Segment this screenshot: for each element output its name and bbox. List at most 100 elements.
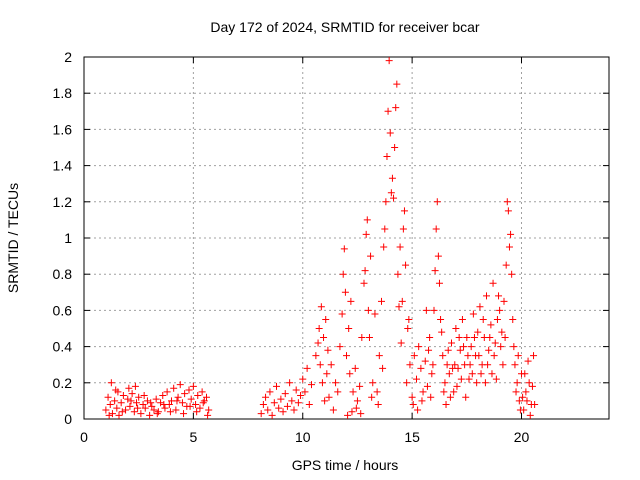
data-point [117, 399, 125, 407]
data-point [303, 364, 311, 372]
data-point [205, 406, 213, 414]
data-point [462, 393, 470, 401]
data-point [257, 410, 265, 418]
data-point [199, 399, 207, 407]
data-point [288, 397, 296, 405]
data-point [379, 364, 387, 372]
data-point [446, 393, 454, 401]
data-point [439, 352, 447, 360]
data-point [367, 252, 375, 260]
data-point [273, 382, 280, 390]
data-point [395, 303, 403, 311]
data-point [140, 391, 148, 399]
data-point [500, 297, 508, 305]
data-point [501, 334, 509, 342]
data-point [176, 381, 184, 389]
data-point [159, 391, 167, 399]
data-point [392, 104, 400, 112]
data-point [321, 397, 329, 405]
data-point [492, 375, 500, 383]
data-point [178, 399, 186, 407]
data-point [507, 230, 515, 238]
data-point [180, 410, 188, 418]
data-point [399, 225, 407, 233]
data-point [301, 388, 309, 396]
data-point [451, 361, 459, 369]
data-point [102, 406, 110, 414]
data-point [430, 306, 438, 314]
data-point [150, 406, 158, 414]
x-axis-label: GPS time / hours [292, 457, 399, 473]
data-point [406, 361, 414, 369]
data-point [514, 352, 522, 360]
data-point [107, 379, 115, 387]
data-point [527, 401, 535, 409]
data-point [356, 382, 364, 390]
data-point [477, 370, 485, 378]
data-point [318, 379, 326, 387]
data-point [398, 297, 406, 305]
data-point [528, 382, 536, 390]
data-point [368, 393, 376, 401]
data-point [131, 382, 139, 390]
data-point [327, 361, 335, 369]
data-point [343, 352, 350, 360]
data-point [381, 225, 389, 233]
y-tick-label: 0.4 [53, 339, 73, 355]
data-point [466, 361, 474, 369]
data-point [502, 261, 510, 269]
data-point [421, 357, 429, 365]
data-point [106, 401, 114, 409]
data-point [185, 386, 193, 394]
data-point [361, 267, 369, 275]
data-point [519, 393, 527, 401]
data-point [292, 386, 300, 394]
data-point [526, 411, 534, 419]
y-axis-label: SRMTID / TECUs [5, 183, 21, 293]
data-point [339, 270, 347, 278]
data-point [385, 57, 393, 65]
data-point [425, 346, 433, 354]
data-point [397, 339, 405, 347]
data-point [505, 243, 513, 251]
data-point [476, 303, 484, 311]
data-point [134, 404, 142, 412]
data-point [154, 408, 162, 416]
data-point [320, 334, 328, 342]
data-point [450, 388, 458, 396]
y-tick-label: 1.6 [53, 121, 73, 137]
data-point [135, 393, 143, 401]
y-tick-label: 1.8 [53, 85, 73, 101]
data-point [203, 393, 210, 401]
data-point [115, 411, 123, 419]
data-point [323, 370, 331, 378]
data-point [193, 408, 201, 416]
data-point [374, 401, 382, 409]
data-point [157, 399, 165, 407]
y-tick-labels: 0 0.2 0.4 0.6 0.8 1 1.2 1.4 1.6 1.8 2 [53, 49, 73, 427]
data-point [456, 346, 464, 354]
data-point [452, 325, 460, 332]
data-point [432, 225, 440, 233]
data-point [417, 364, 425, 372]
data-point [275, 404, 283, 412]
data-point [173, 397, 181, 405]
data-point [513, 379, 521, 387]
data-point [357, 410, 365, 418]
data-point [387, 189, 395, 197]
data-point [189, 382, 197, 390]
data-point [264, 406, 272, 414]
data-points [102, 57, 539, 419]
y-tick-label: 0.2 [53, 375, 73, 391]
data-point [349, 388, 357, 396]
data-point [479, 315, 487, 323]
data-point [475, 352, 483, 360]
data-point [196, 404, 204, 412]
axis-ticks [83, 56, 609, 420]
data-point [312, 352, 320, 360]
data-point [322, 315, 330, 323]
data-point [315, 325, 323, 332]
data-point [317, 303, 325, 311]
data-point [426, 334, 434, 342]
data-point [119, 391, 127, 399]
